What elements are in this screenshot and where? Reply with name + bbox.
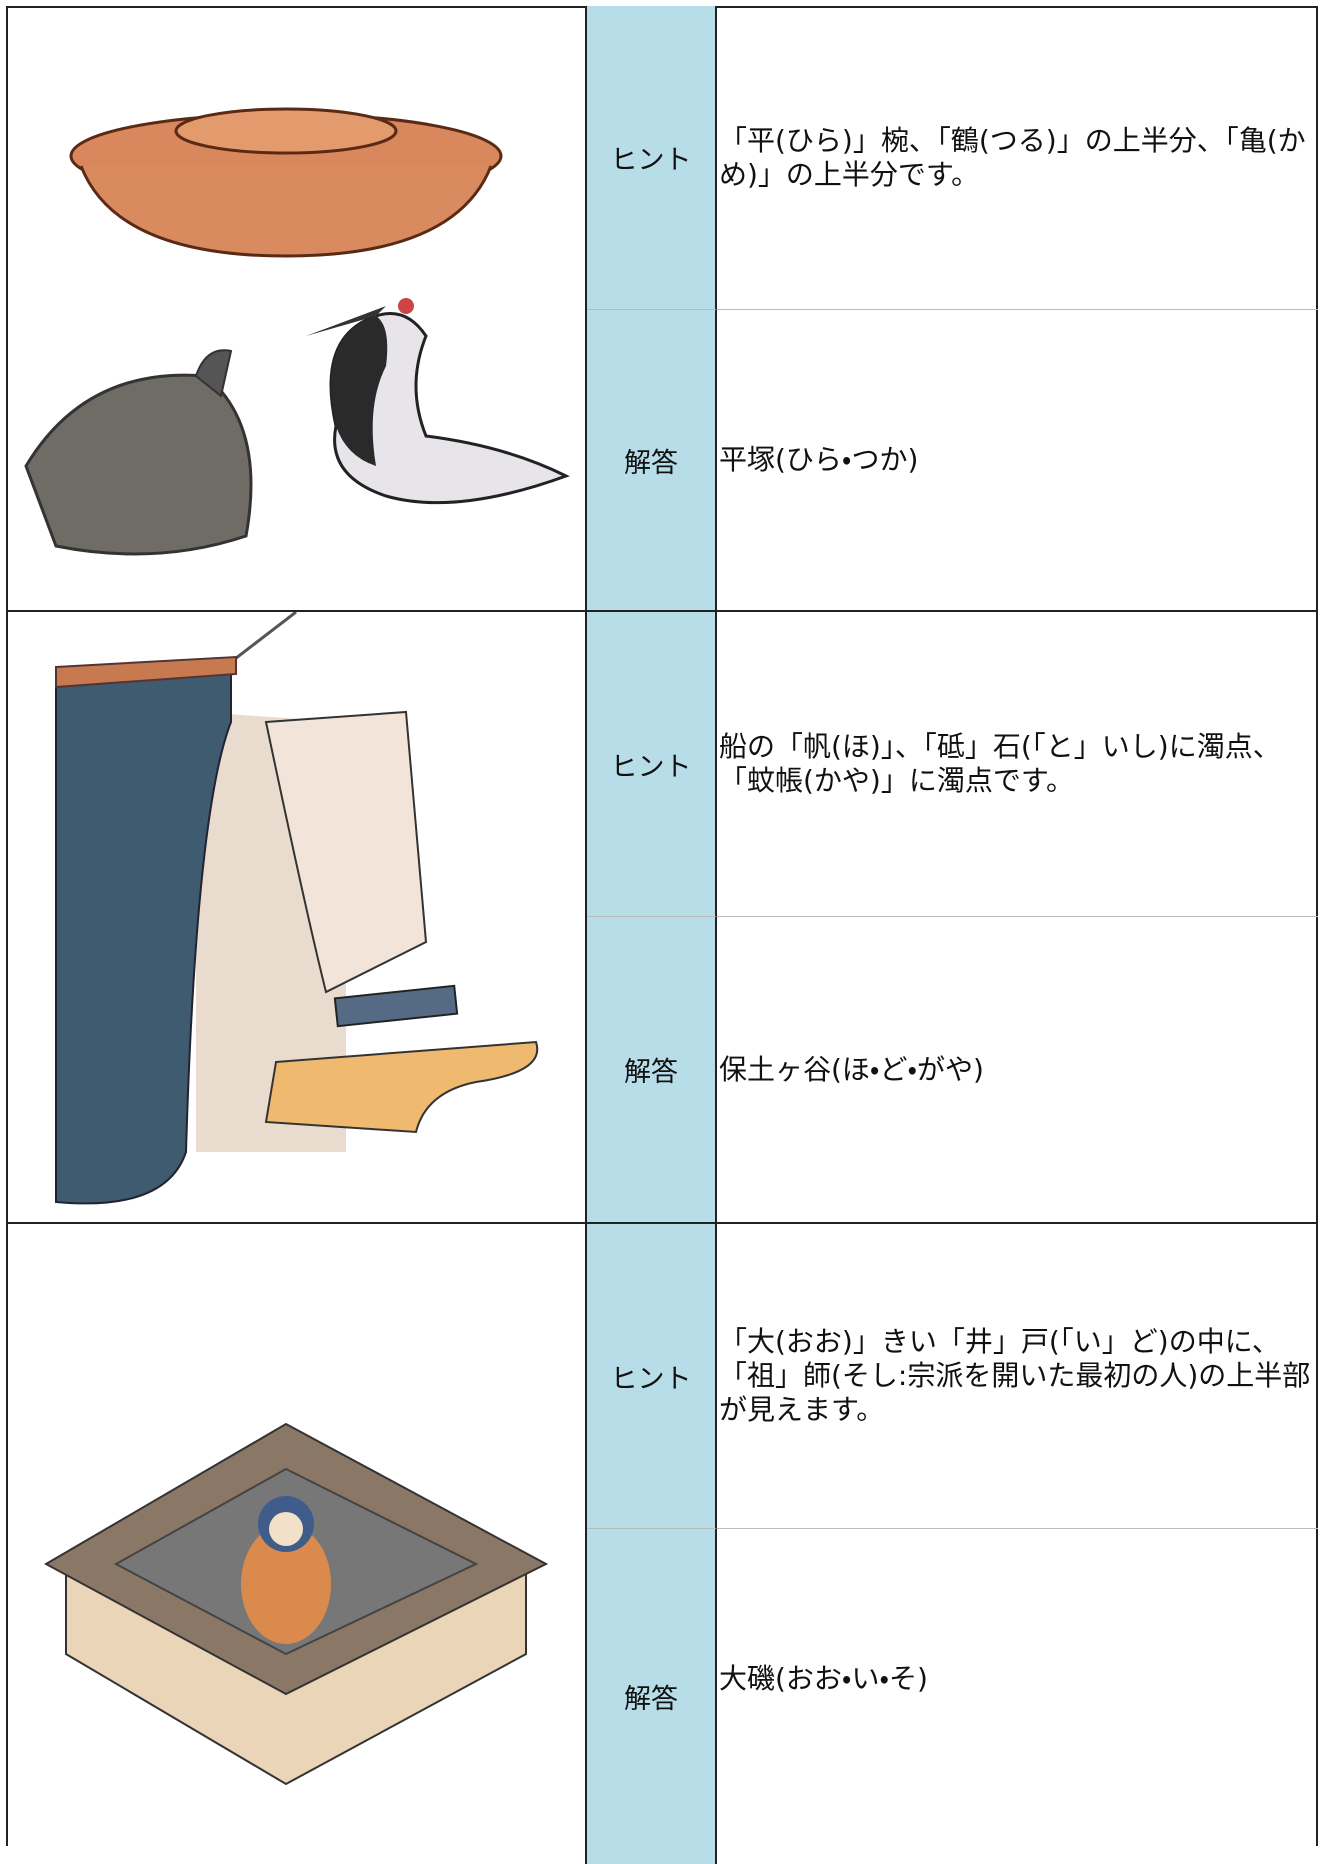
hint-text: 「大(おお)」きい「井」戸(「い」ど)の中に、「祖」師(そし:宗派を開いた最初の… — [717, 1224, 1318, 1529]
hint-text: 船の「帆(ほ)」、「砥」石(「と」いし)に濁点、「蚊帳(かや)」に濁点です。 — [717, 612, 1318, 917]
table-row: ヒント 船の「帆(ほ)」、「砥」石(「と」いし)に濁点、「蚊帳(かや)」に濁点で… — [6, 612, 1318, 1224]
answer-text: 平塚(ひら・つか) — [719, 443, 919, 476]
hint-label: ヒント — [587, 612, 717, 917]
table-row: ヒント 「大(おお)」きい「井」戸(「い」ど)の中に、「祖」師(そし:宗派を開い… — [6, 1224, 1318, 1864]
answer-label: 解答 — [587, 917, 717, 1222]
answer-text: 保土ヶ谷(ほ・ど・がや) — [719, 1052, 984, 1086]
hint-label: ヒント — [587, 1224, 717, 1529]
hint-label: ヒント — [587, 6, 717, 310]
illustration — [6, 1224, 587, 1864]
answer-label: 解答 — [587, 1529, 717, 1864]
table-row: ヒント 「平(ひら)」椀、「鶴(つる)」の上半分、「亀(かめ)」の上半分です。 … — [6, 6, 1318, 612]
answer-label: 解答 — [587, 310, 717, 610]
illustration-svg — [24, 107, 570, 556]
hint-text: 「平(ひら)」椀、「鶴(つる)」の上半分、「亀(かめ)」の上半分です。 — [717, 6, 1318, 310]
illustration — [6, 612, 587, 1222]
illustration-svg — [43, 1422, 549, 1786]
answer-text: 大磯(おお・い・そ) — [719, 1662, 928, 1695]
illustration — [6, 6, 587, 610]
illustration-svg — [55, 612, 539, 1205]
